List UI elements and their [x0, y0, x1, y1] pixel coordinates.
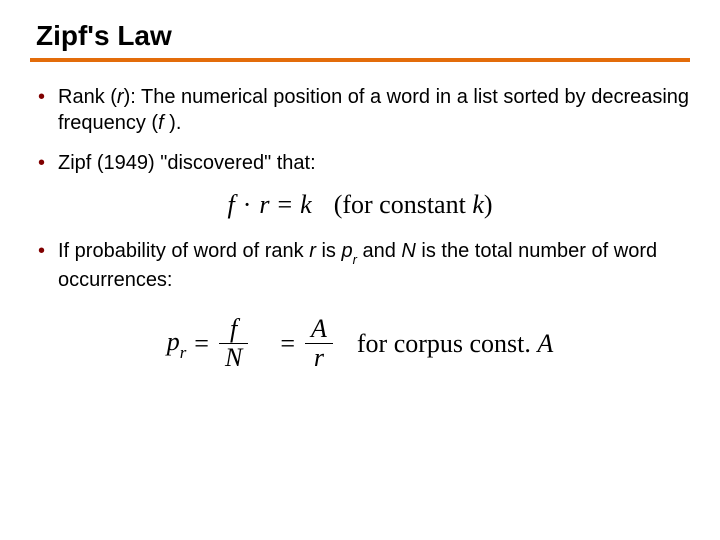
sub-r: r: [180, 343, 187, 362]
denominator: N: [219, 344, 248, 373]
bullet-list: Rank (r): The numerical position of a wo…: [30, 84, 690, 176]
text: ): The numerical position of a word in a…: [58, 86, 689, 134]
bullet-zipf-discovered: Zipf (1949) "discovered" that:: [30, 150, 690, 176]
slide-title: Zipf's Law: [36, 20, 690, 52]
text: is: [316, 240, 342, 262]
op-eq: =: [194, 329, 209, 359]
var-k: k: [300, 190, 312, 220]
formula-note: (for constant k): [334, 190, 493, 220]
var-N: N: [401, 240, 415, 262]
text: (for constant: [334, 190, 473, 219]
var-r: r: [309, 240, 316, 262]
var-p: p: [341, 240, 352, 262]
text: for corpus const.: [357, 329, 538, 358]
sub-r: r: [353, 252, 357, 267]
text: Zipf (1949) "discovered" that:: [58, 152, 316, 174]
bullet-list-2: If probability of word of rank r is pr a…: [30, 238, 690, 293]
op-eq: =: [277, 190, 292, 220]
var-k: k: [472, 190, 484, 219]
formula-pr: pr = f N = A r for corpus const. A: [30, 315, 690, 373]
var-r: r: [117, 86, 124, 108]
formula-fr-eq-k: f · r = k (for constant k): [30, 190, 690, 220]
frac-f-over-N: f N: [219, 315, 248, 373]
op-dot: ·: [243, 190, 252, 220]
slide: Zipf's Law Rank (r): The numerical posit…: [0, 0, 720, 540]
lhs: pr: [167, 327, 187, 361]
var-f: f: [227, 190, 234, 220]
var-A: A: [537, 329, 553, 358]
op-eq: =: [280, 329, 295, 359]
bullet-rank-def: Rank (r): The numerical position of a wo…: [30, 84, 690, 136]
var-r: r: [259, 190, 269, 220]
text: and: [357, 240, 401, 262]
frac-A-over-r: A r: [305, 315, 333, 373]
bullet-probability: If probability of word of rank r is pr a…: [30, 238, 690, 293]
formula-note: for corpus const. A: [357, 329, 553, 359]
numerator: f: [219, 315, 248, 345]
title-underline: [30, 58, 690, 62]
text: Rank (: [58, 86, 117, 108]
numerator: A: [305, 315, 333, 345]
text: If probability of word of rank: [58, 240, 309, 262]
text: ).: [164, 112, 182, 134]
denominator: r: [305, 344, 333, 373]
var-p: p: [167, 327, 180, 356]
text: ): [484, 190, 493, 219]
